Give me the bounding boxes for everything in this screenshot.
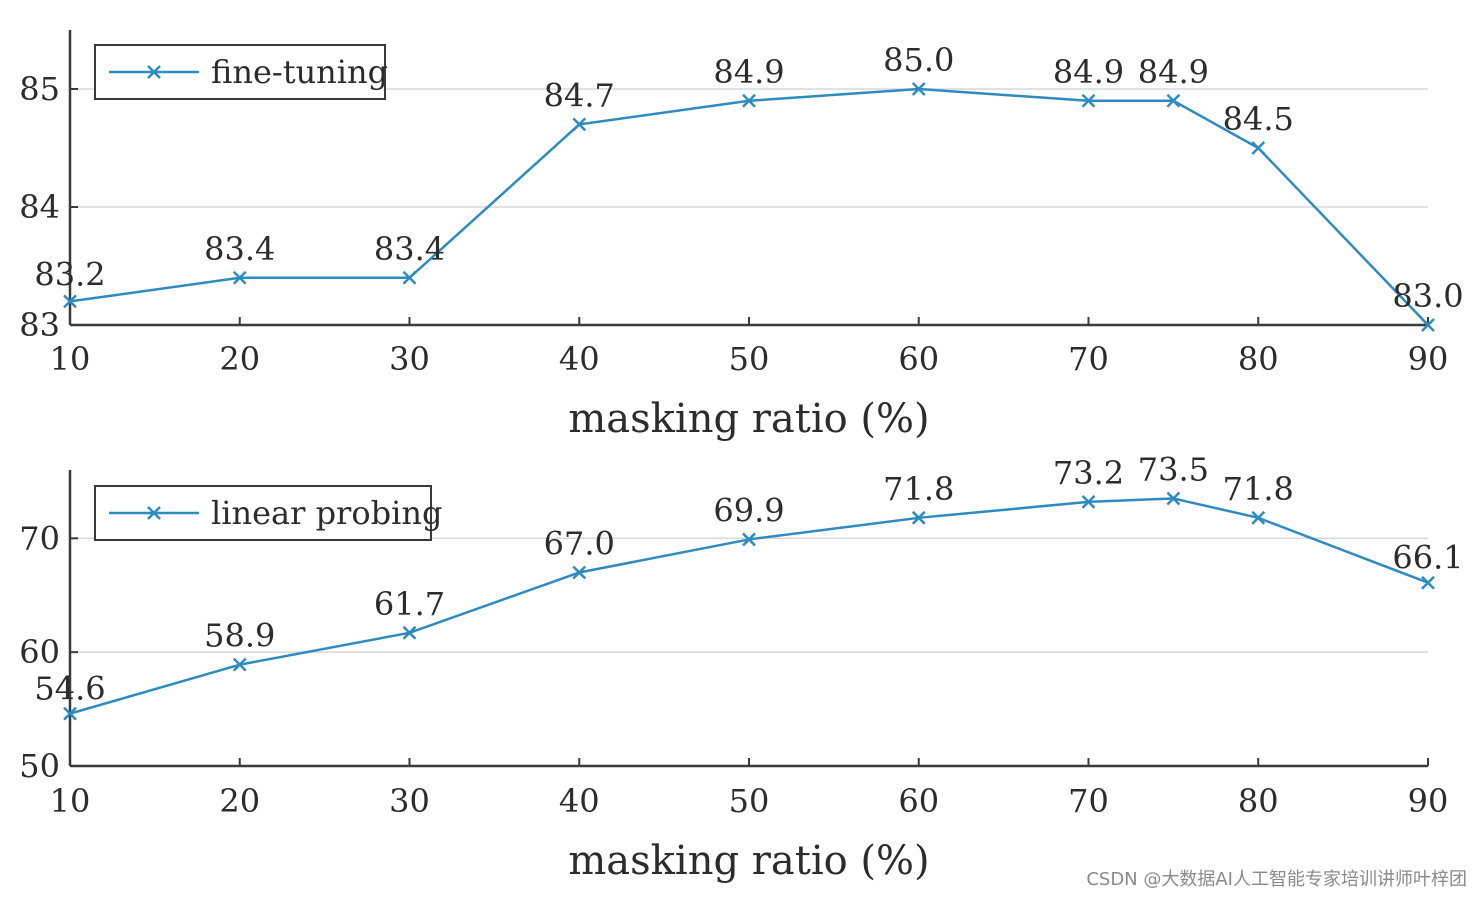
marker-stroke xyxy=(572,565,587,580)
watermark: CSDN @大数据AI人工智能专家培训讲师叶梓团 xyxy=(1086,869,1467,890)
marker-stroke xyxy=(911,82,926,96)
legend-marker xyxy=(147,506,161,520)
data-point-marker xyxy=(402,270,417,285)
y-tick-label-50: 50 xyxy=(19,747,60,785)
y-tick-label-60: 60 xyxy=(19,633,60,671)
marker-stroke xyxy=(742,93,756,108)
y-tick-label-83: 83 xyxy=(19,306,60,344)
x-tick-label-80: 80 xyxy=(1238,340,1279,378)
data-label: 84.9 xyxy=(1053,53,1124,91)
data-label: 83.4 xyxy=(374,230,445,268)
data-point-marker xyxy=(1081,93,1096,108)
series-line-fine-tuning xyxy=(69,87,1429,326)
data-point-marker xyxy=(1421,575,1435,590)
marker-stroke xyxy=(1166,491,1181,506)
data-point-marker xyxy=(63,706,77,721)
x-tick-label-50: 50 xyxy=(729,782,770,820)
x-tick-label-90: 90 xyxy=(1408,340,1449,378)
linear-probing-chart: 10 20 30 40 50 60 70 80 90 50 60 70 masking ratio (%… xyxy=(19,450,1463,884)
x-tick-label-20: 20 xyxy=(219,782,260,820)
data-label: 66.1 xyxy=(1392,539,1463,577)
data-point-marker xyxy=(742,93,756,108)
x-tick-label-30: 30 xyxy=(389,782,430,820)
data-label: 83.2 xyxy=(34,255,105,293)
data-point-marker xyxy=(1421,318,1435,332)
marker-stroke xyxy=(63,706,77,721)
data-point-marker xyxy=(1251,510,1266,525)
x-tick-label-70: 70 xyxy=(1068,340,1109,378)
x-tick-label-60: 60 xyxy=(898,340,939,378)
data-label: 84.5 xyxy=(1223,100,1294,138)
x-tick-label-40: 40 xyxy=(559,340,600,378)
x-tick-label-80: 80 xyxy=(1238,782,1279,820)
data-point-marker xyxy=(232,657,247,672)
legend-label: linear probing xyxy=(211,494,442,532)
data-point-marker xyxy=(572,565,587,580)
legend-marker xyxy=(147,65,161,79)
marker-stroke xyxy=(1421,575,1435,590)
x-tick-label-30: 30 xyxy=(389,340,430,378)
marker-stroke xyxy=(402,625,417,640)
data-label: 71.8 xyxy=(883,470,954,508)
marker-stroke xyxy=(63,294,77,309)
data-label: 85.0 xyxy=(883,41,954,79)
marker-stroke xyxy=(232,657,247,672)
data-label: 61.7 xyxy=(374,585,445,623)
data-label: 73.2 xyxy=(1053,454,1124,492)
y-tick-label-85: 85 xyxy=(19,70,60,108)
data-label: 73.5 xyxy=(1138,450,1209,488)
marker-stroke xyxy=(232,270,247,285)
data-point-marker xyxy=(63,294,77,309)
x-axis-title: masking ratio (%) xyxy=(568,838,929,884)
marker-stroke xyxy=(742,532,756,547)
x-axis-title: masking ratio (%) xyxy=(568,396,929,442)
marker-stroke xyxy=(1166,93,1181,108)
marker-stroke xyxy=(1081,93,1096,108)
x-tick-label-10: 10 xyxy=(50,340,91,378)
marker-stroke xyxy=(1081,494,1096,509)
y-tick-label-70: 70 xyxy=(19,519,60,557)
x-tick-label-20: 20 xyxy=(219,340,260,378)
data-point-marker xyxy=(1081,494,1096,509)
data-point-marker xyxy=(911,82,926,96)
x-tick-label-40: 40 xyxy=(559,782,600,820)
data-point-marker xyxy=(1166,491,1181,506)
data-label: 54.6 xyxy=(34,670,105,708)
marker-stroke xyxy=(1421,318,1435,332)
data-label: 84.9 xyxy=(1138,53,1209,91)
data-point-marker xyxy=(572,117,587,132)
legend-label: fine-tuning xyxy=(211,53,388,91)
y-tick-label-84: 84 xyxy=(19,188,60,226)
marker-stroke xyxy=(402,270,417,285)
data-label: 67.0 xyxy=(544,524,615,562)
data-point-marker xyxy=(232,270,247,285)
marker-stroke xyxy=(911,510,926,525)
data-point-marker xyxy=(911,510,926,525)
data-label: 83.4 xyxy=(204,230,275,268)
data-label: 71.8 xyxy=(1223,470,1294,508)
data-label: 69.9 xyxy=(713,491,784,529)
data-point-marker xyxy=(1251,141,1266,155)
x-tick-label-70: 70 xyxy=(1068,782,1109,820)
series-line-linear-probing xyxy=(69,497,1429,715)
data-point-marker xyxy=(742,532,756,547)
data-label: 84.9 xyxy=(713,53,784,91)
marker-stroke xyxy=(1251,510,1266,525)
x-tick-label-60: 60 xyxy=(898,782,939,820)
x-tick-label-90: 90 xyxy=(1408,782,1449,820)
x-tick-label-50: 50 xyxy=(729,340,770,378)
x-tick-label-10: 10 xyxy=(50,782,91,820)
marker-stroke xyxy=(572,117,587,132)
fine-tuning-chart: 10 20 30 40 50 60 70 80 90 83 84 85 masking ratio (%… xyxy=(19,30,1464,442)
data-label: 58.9 xyxy=(204,617,275,655)
data-point-marker xyxy=(402,625,417,640)
data-label: 83.0 xyxy=(1392,277,1463,315)
data-label: 84.7 xyxy=(544,76,615,114)
marker-stroke xyxy=(1251,141,1266,155)
data-point-marker xyxy=(1166,93,1181,108)
